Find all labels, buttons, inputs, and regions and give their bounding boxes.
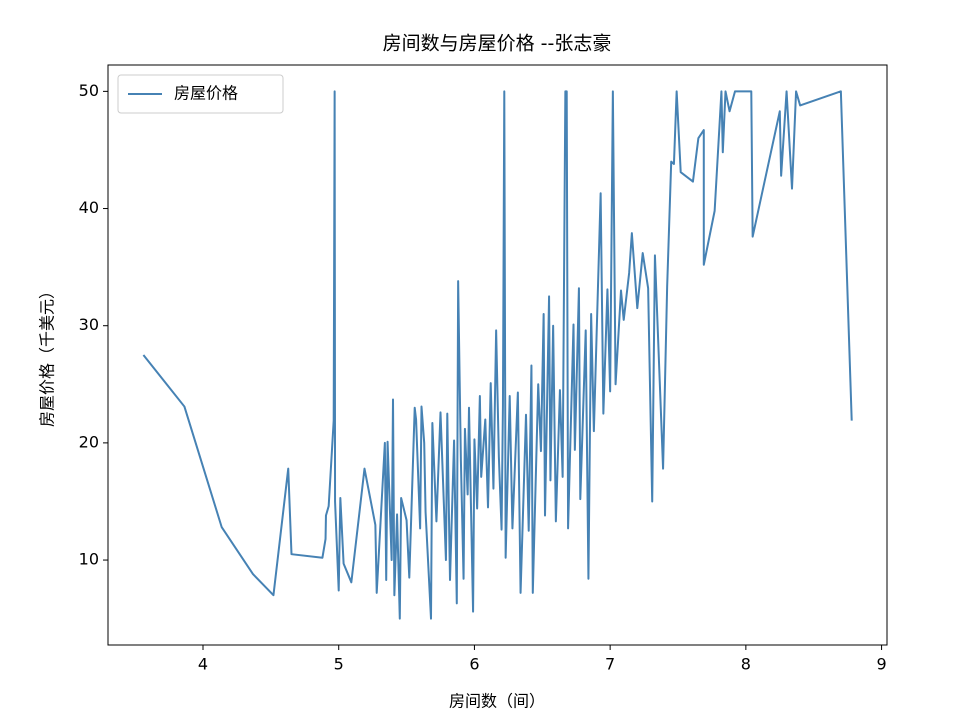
y-tick-label: 20: [79, 432, 99, 451]
x-tick-label: 4: [198, 655, 208, 674]
legend-label: 房屋价格: [174, 84, 238, 103]
y-tick-label: 50: [79, 81, 99, 100]
data-line: [142, 90, 853, 620]
x-tick-label: 7: [605, 655, 615, 674]
y-tick-label: 30: [79, 315, 99, 334]
x-axis-label: 房间数（间）: [449, 692, 545, 711]
y-axis-label: 房屋价格（千美元）: [38, 283, 57, 427]
x-tick-label: 6: [469, 655, 479, 674]
x-tick-label: 8: [741, 655, 751, 674]
chart-title: 房间数与房屋价格 --张志豪: [383, 33, 612, 55]
plot-frame: [107, 64, 888, 646]
y-tick-label: 10: [79, 550, 99, 569]
y-tick-label: 40: [79, 198, 99, 217]
legend-box: [117, 74, 284, 114]
x-tick-label: 5: [334, 655, 344, 674]
x-tick-label: 9: [876, 655, 886, 674]
